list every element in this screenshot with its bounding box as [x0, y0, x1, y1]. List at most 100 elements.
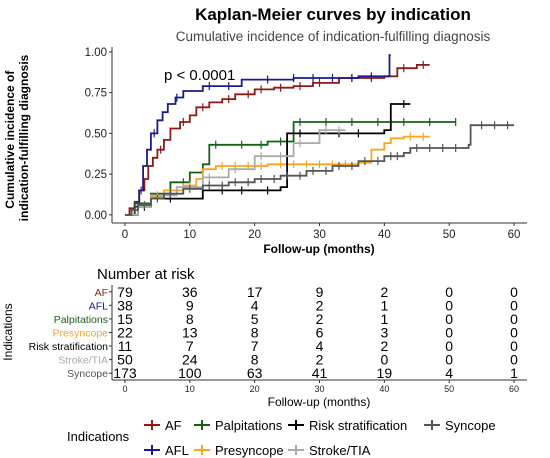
risk-count: 0: [380, 352, 388, 368]
risk-count: 8: [186, 311, 194, 327]
legend-label: Syncope: [445, 418, 496, 433]
y-tick-label: 0.75: [85, 88, 107, 100]
y-tick-label: 0.50: [85, 128, 107, 140]
risk-count: 0: [445, 297, 453, 313]
km-curve-presyncope: [125, 135, 430, 216]
y-axis-title-line-1: Cumulative incidence of: [3, 70, 17, 209]
km-plot-area: 0.00 0.25 0.50 0.75 1.00 0 10 20 30 40 50 60: [85, 47, 527, 241]
y-axis-title-line-2: indication-fulfilling diagnosis: [17, 54, 31, 221]
legend-item-af: AF: [144, 418, 182, 433]
risk-count: 0: [445, 338, 453, 354]
risk-row-label: Stroke/TIA: [58, 355, 108, 367]
km-series-palpitations: [125, 117, 457, 216]
legend-label: AFL: [165, 443, 189, 458]
km-curve-stroke-tia: [125, 129, 346, 216]
risk-count: 8: [251, 325, 259, 341]
risk-count: 1: [380, 297, 388, 313]
risk-count: 6: [316, 325, 324, 341]
legend-item-presyncope: Presyncope: [194, 443, 284, 458]
legend-label: Stroke/TIA: [309, 443, 371, 458]
risk-count: 9: [316, 284, 324, 300]
legend-item-afl: AFL: [144, 443, 189, 458]
risk-count: 0: [445, 325, 453, 341]
x-tick-label: 0: [122, 229, 128, 241]
risk-count: 0: [510, 325, 518, 341]
km-curve-palpitations: [125, 121, 456, 216]
risk-count: 2: [380, 284, 388, 300]
risk-count: 38: [117, 297, 133, 313]
legend-item-palpitations: Palpitations: [194, 418, 283, 433]
risk-x-tick-label: 30: [314, 384, 324, 394]
risk-count: 0: [510, 311, 518, 327]
risk-table-title: Number at risk: [97, 266, 195, 283]
risk-count: 2: [316, 297, 324, 313]
km-series-syncope: [125, 121, 514, 216]
risk-count: 0: [510, 338, 518, 354]
legend-label: Palpitations: [215, 418, 283, 433]
y-tick-label: 0.25: [85, 169, 107, 181]
risk-x-tick-label: 20: [250, 384, 260, 394]
km-curve-syncope: [125, 124, 514, 216]
risk-count: 36: [182, 284, 198, 300]
risk-count: 0: [445, 311, 453, 327]
risk-count: 4: [445, 365, 453, 381]
risk-count: 9: [186, 297, 194, 313]
chart-subtitle: Cumulative incidence of indication-fulfi…: [176, 29, 491, 44]
legend-title: Indications: [67, 429, 130, 444]
risk-count: 5: [251, 311, 259, 327]
risk-count: 100: [178, 365, 202, 381]
x-tick-label: 10: [183, 229, 196, 241]
y-tick-label: 0.00: [85, 210, 107, 222]
risk-count: 1: [380, 311, 388, 327]
x-tick-label: 50: [443, 229, 456, 241]
legend-item-risk-stratification: Risk stratification: [288, 418, 407, 433]
risk-count: 2: [316, 352, 324, 368]
legend-label: AF: [165, 418, 182, 433]
risk-count: 0: [445, 352, 453, 368]
risk-count: 0: [510, 352, 518, 368]
risk-row-label: AF: [95, 287, 108, 299]
risk-count: 17: [247, 284, 263, 300]
legend-item-syncope: Syncope: [424, 418, 496, 433]
x-axis-title: Follow-up (months): [263, 242, 374, 256]
risk-count: 0: [510, 284, 518, 300]
risk-count: 2: [380, 338, 388, 354]
km-series-presyncope: [125, 132, 430, 216]
risk-count: 24: [182, 352, 198, 368]
risk-count: 4: [251, 297, 259, 313]
risk-count: 7: [251, 338, 259, 354]
x-tick-label: 40: [378, 229, 391, 241]
p-value-annotation: p < 0.0001: [164, 67, 235, 84]
km-series-risk-stratification: [125, 100, 411, 216]
risk-row-label: Risk stratification: [29, 341, 109, 353]
legend-item-stroke-tia: Stroke/TIA: [288, 443, 371, 458]
risk-x-tick-label: 40: [379, 384, 389, 394]
risk-count: 0: [510, 297, 518, 313]
risk-count: 3: [380, 325, 388, 341]
risk-count: 0: [445, 284, 453, 300]
risk-table-x-title: Follow-up (months): [268, 395, 371, 409]
risk-x-tick-label: 60: [509, 384, 519, 394]
risk-x-tick-label: 10: [185, 384, 195, 394]
chart-title: Kaplan-Meier curves by indication: [195, 5, 471, 24]
risk-count: 173: [113, 365, 137, 381]
risk-count: 79: [117, 284, 133, 300]
risk-x-tick-label: 50: [444, 384, 454, 394]
x-tick-label: 60: [508, 229, 521, 241]
y-axis-title: Cumulative incidence of indication-fulfi…: [3, 54, 31, 221]
risk-x-tick-label: 0: [122, 384, 127, 394]
risk-count: 1: [510, 365, 518, 381]
risk-count: 2: [316, 311, 324, 327]
legend-label: Presyncope: [215, 443, 284, 458]
risk-row-label: Presyncope: [53, 328, 109, 340]
risk-count: 19: [377, 365, 393, 381]
y-tick-label: 1.00: [85, 47, 107, 59]
risk-row-label: Syncope: [67, 368, 108, 380]
risk-count: 22: [117, 325, 133, 341]
km-series-stroke-tia: [125, 126, 346, 216]
legend: AF Palpitations Risk stratification Syncope…: [144, 418, 496, 458]
legend-label: Risk stratification: [309, 418, 407, 433]
